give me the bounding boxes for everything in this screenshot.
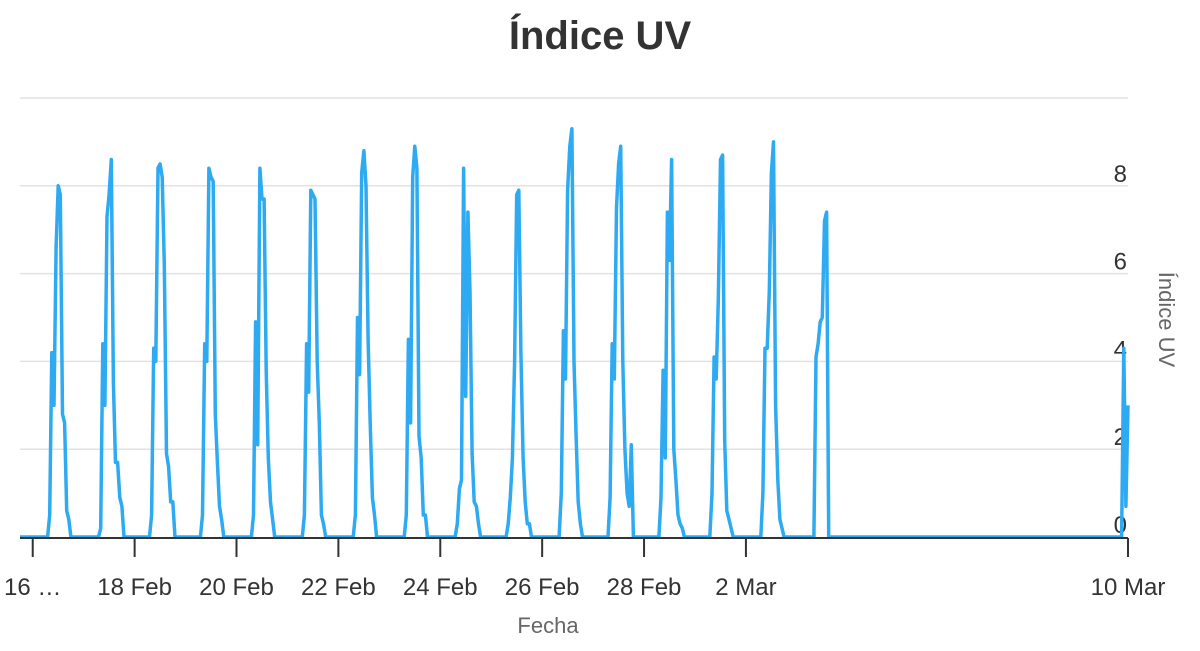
x-tick-label: 26 Feb xyxy=(505,574,580,601)
x-tick-label: 18 Feb xyxy=(97,574,172,601)
x-tick-label: 24 Feb xyxy=(403,574,478,601)
uv-index-line xyxy=(20,126,1130,539)
x-tick-label: 22 Feb xyxy=(301,574,376,601)
y-tick-label: 8 xyxy=(1114,161,1127,188)
x-axis: 16 … 18 Feb 20 Feb 22 Feb 24 Feb 26 Feb 28 Feb… xyxy=(4,538,1165,601)
x-tick-label: 2 Mar xyxy=(715,574,776,601)
x-tick-label: 16 … xyxy=(4,574,61,601)
y-tick-label: 6 xyxy=(1114,249,1127,276)
x-tick-label: 10 Mar xyxy=(1091,574,1166,601)
y-axis-title: Índice UV xyxy=(1154,272,1179,368)
x-axis-title: Fecha xyxy=(517,613,579,638)
x-tick-label: 20 Feb xyxy=(199,574,274,601)
chart-title: Índice UV xyxy=(508,14,692,58)
x-tick-label: 28 Feb xyxy=(607,574,682,601)
